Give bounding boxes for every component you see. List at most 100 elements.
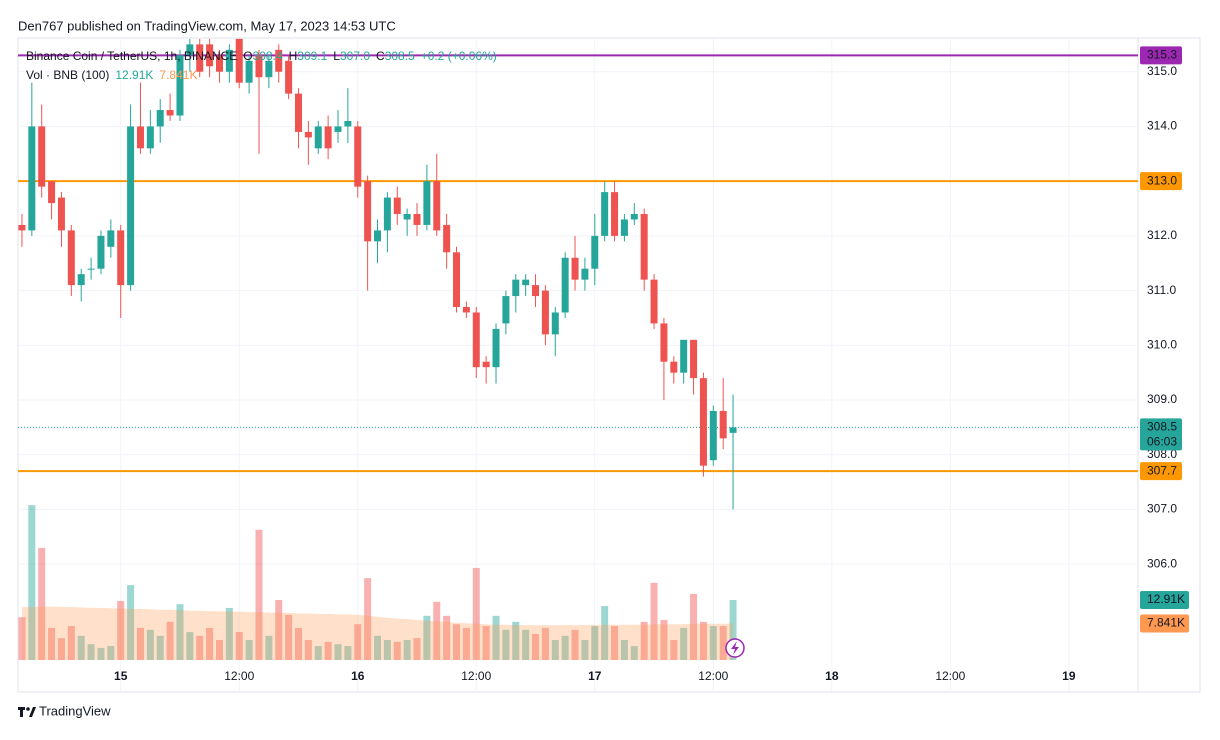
candle-body	[719, 410, 727, 439]
x-tick-label: 19	[1062, 669, 1076, 683]
last-price-label: 308.5	[1147, 420, 1177, 434]
volume-bar	[393, 641, 401, 660]
logo-part	[20, 707, 23, 717]
volume-name: Vol · BNB (100)	[26, 68, 109, 82]
candle-body	[294, 93, 302, 132]
candle-body	[215, 55, 223, 72]
candle-body	[127, 126, 135, 286]
volume-bar	[67, 626, 75, 660]
x-tick-label: 12:00	[935, 669, 965, 683]
candle-body	[729, 427, 737, 433]
volume-value: 12.91K	[115, 68, 153, 82]
candle-body	[275, 49, 283, 72]
volume-bar	[423, 615, 431, 660]
volume-bar	[127, 585, 135, 660]
volume-bar	[383, 640, 391, 660]
candle-body	[423, 181, 431, 225]
volume-bar	[611, 626, 619, 660]
volume-bar	[146, 629, 154, 660]
candle-body	[472, 312, 480, 368]
volume-bar	[601, 606, 609, 660]
candle-body	[166, 110, 174, 116]
volume-bar	[314, 646, 322, 660]
volume-bar	[156, 635, 164, 660]
volume-bar	[235, 632, 243, 660]
level-label: 307.7	[1147, 463, 1177, 477]
volume-bar	[77, 635, 85, 660]
candle-body	[393, 197, 401, 214]
candle-body	[67, 230, 75, 286]
candle-body	[512, 279, 520, 297]
y-tick-label: 308.0	[1147, 447, 1177, 461]
y-tick-label: 310.0	[1147, 337, 1177, 351]
candle-body	[492, 328, 500, 368]
legend-change: +0.2 (+0.06%)	[421, 49, 497, 63]
candle-body	[532, 285, 540, 297]
candle-body	[235, 38, 243, 83]
volume-bar	[660, 620, 668, 660]
candle-body	[314, 126, 322, 149]
candle-body	[245, 60, 253, 83]
candle-body	[690, 339, 698, 379]
volume-bar	[670, 640, 678, 660]
y-tick-label: 307.0	[1147, 502, 1177, 516]
candle-body	[709, 410, 717, 461]
volume-bar	[176, 604, 184, 660]
volume-bar	[403, 640, 411, 660]
candle-body	[591, 235, 599, 269]
volume-bar	[97, 647, 105, 660]
volume-bar	[245, 640, 253, 660]
volume-bar	[591, 626, 599, 660]
volume-bar	[57, 638, 65, 660]
volume-bar	[551, 640, 559, 660]
volume-bar	[136, 627, 144, 660]
candle-body	[304, 131, 312, 138]
candle-body	[344, 120, 352, 127]
candle-body	[502, 296, 510, 324]
volume-bar	[324, 641, 332, 660]
logo-part	[26, 707, 30, 711]
y-tick-label: 314.0	[1147, 119, 1177, 133]
volume-bar	[571, 629, 579, 660]
x-tick-label: 12:00	[698, 669, 728, 683]
candle-body	[285, 60, 293, 94]
legend-h: 309.1	[297, 49, 327, 63]
candle-body	[611, 192, 619, 236]
volume-bar	[502, 629, 510, 660]
candle-body	[354, 126, 362, 187]
volume-bar	[650, 582, 658, 660]
legend-l-label: L	[333, 49, 340, 63]
volume-bar	[433, 601, 441, 660]
candle-body	[462, 307, 470, 313]
candle-body	[176, 55, 184, 116]
volume-bar	[186, 632, 194, 660]
y-tick-label: 309.0	[1147, 392, 1177, 406]
volume-bar	[472, 567, 480, 660]
candle-body	[660, 323, 668, 362]
candle-body	[630, 213, 638, 220]
event-icon-bolt	[731, 641, 739, 655]
footer: TradingView	[39, 703, 111, 718]
level-label: 313.0	[1147, 173, 1177, 187]
candle-body	[156, 110, 164, 127]
volume-bar	[225, 607, 233, 660]
volume-bar	[699, 621, 707, 660]
volume-ma-area	[22, 606, 734, 660]
candle-body	[561, 257, 569, 313]
legend-c-label: C	[376, 49, 385, 63]
candle-body	[433, 181, 441, 231]
volume-bar	[265, 635, 273, 660]
volume-bar	[532, 633, 540, 660]
legend-symbol: Binance Coin / TetherUS, 1h, BINANCE	[26, 49, 237, 63]
candle-body	[364, 181, 372, 242]
footer-logo	[18, 707, 36, 717]
volume-bar	[294, 627, 302, 660]
y-tick-label: 312.0	[1147, 228, 1177, 242]
volume-bar	[630, 646, 638, 660]
volume-bar	[275, 600, 283, 660]
candle-body	[413, 213, 421, 225]
candle-body	[117, 230, 125, 286]
legend-l: 307.0	[340, 49, 370, 63]
candle-body	[136, 126, 144, 149]
